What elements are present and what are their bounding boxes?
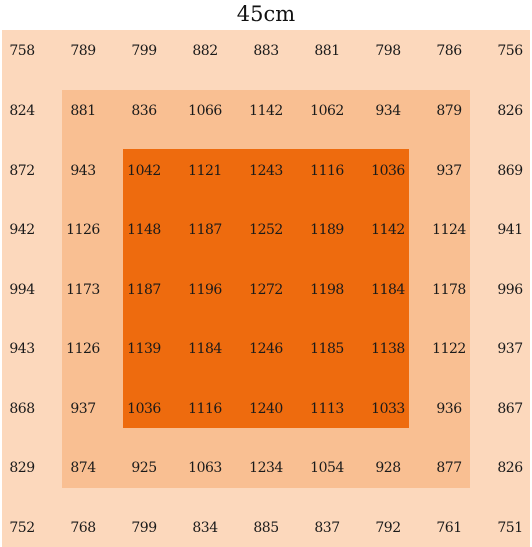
grid-cell-r3-c9: 869: [497, 163, 523, 179]
grid-cell-r8-c3: 925: [131, 460, 157, 476]
grid-cell-r2-c4: 1066: [188, 103, 222, 119]
heat-grid: 758 789 799 882 883 881 798 786 756 824 881 836 1066…: [0, 30, 532, 547]
grid-cell-r5-c9: 996: [497, 282, 523, 298]
grid-cell-r7-c9: 867: [497, 401, 523, 417]
grid-cell-r4-c8: 1124: [432, 222, 466, 238]
grid-cell-r6-c7: 1138: [371, 341, 405, 357]
grid-cell-r6-c9: 937: [497, 341, 523, 357]
grid-cell-r9-c7: 792: [375, 520, 401, 536]
grid-cell-r9-c6: 837: [314, 520, 340, 536]
grid-cell-r1-c6: 881: [314, 43, 340, 59]
grid-cell-r4-c1: 942: [9, 222, 35, 238]
grid-cell-r6-c4: 1184: [188, 341, 222, 357]
grid-cell-r7-c1: 868: [9, 401, 35, 417]
grid-cell-r7-c8: 936: [436, 401, 462, 417]
grid-cell-r4-c4: 1187: [188, 222, 222, 238]
grid-cell-r6-c1: 943: [9, 341, 35, 357]
grid-cell-r5-c8: 1178: [432, 282, 466, 298]
grid-cell-r6-c5: 1246: [249, 341, 283, 357]
grid-cell-r4-c5: 1252: [249, 222, 283, 238]
grid-cell-r9-c1: 752: [9, 520, 35, 536]
inner-zone: [123, 149, 409, 428]
grid-cell-r7-c5: 1240: [249, 401, 283, 417]
grid-cell-r2-c3: 836: [131, 103, 157, 119]
grid-cell-r3-c4: 1121: [188, 163, 222, 179]
grid-cell-r4-c6: 1189: [310, 222, 344, 238]
grid-cell-r8-c4: 1063: [188, 460, 222, 476]
grid-cell-r9-c9: 751: [497, 520, 523, 536]
grid-cell-r6-c8: 1122: [432, 341, 466, 357]
grid-cell-r1-c3: 799: [131, 43, 157, 59]
grid-cell-r5-c5: 1272: [249, 282, 283, 298]
grid-cell-r5-c2: 1173: [66, 282, 100, 298]
grid-cell-r7-c6: 1113: [310, 401, 344, 417]
grid-cell-r1-c4: 882: [192, 43, 218, 59]
grid-cell-r5-c6: 1198: [310, 282, 344, 298]
grid-cell-r5-c1: 994: [9, 282, 35, 298]
grid-cell-r1-c2: 789: [70, 43, 96, 59]
grid-cell-r2-c9: 826: [497, 103, 523, 119]
grid-cell-r3-c6: 1116: [310, 163, 344, 179]
grid-cell-r9-c8: 761: [436, 520, 462, 536]
grid-cell-r9-c5: 885: [253, 520, 279, 536]
grid-cell-r4-c7: 1142: [371, 222, 405, 238]
grid-cell-r7-c7: 1033: [371, 401, 405, 417]
diagram-title: 45cm: [236, 2, 296, 26]
grid-cell-r2-c8: 879: [436, 103, 462, 119]
grid-cell-r5-c3: 1187: [127, 282, 161, 298]
grid-cell-r1-c9: 756: [497, 43, 523, 59]
grid-cell-r4-c3: 1148: [127, 222, 161, 238]
grid-cell-r9-c4: 834: [192, 520, 218, 536]
grid-cell-r3-c3: 1042: [127, 163, 161, 179]
grid-cell-r2-c7: 934: [375, 103, 401, 119]
grid-cell-r8-c1: 829: [9, 460, 35, 476]
grid-cell-r1-c7: 798: [375, 43, 401, 59]
grid-cell-r8-c2: 874: [70, 460, 96, 476]
grid-cell-r8-c6: 1054: [310, 460, 344, 476]
grid-cell-r8-c5: 1234: [249, 460, 283, 476]
grid-cell-r1-c1: 758: [9, 43, 35, 59]
grid-cell-r3-c8: 937: [436, 163, 462, 179]
grid-cell-r1-c5: 883: [253, 43, 279, 59]
grid-cell-r2-c5: 1142: [249, 103, 283, 119]
grid-cell-r6-c6: 1185: [310, 341, 344, 357]
grid-cell-r8-c7: 928: [375, 460, 401, 476]
grid-cell-r9-c3: 799: [131, 520, 157, 536]
grid-cell-r3-c5: 1243: [249, 163, 283, 179]
grid-cell-r4-c9: 941: [497, 222, 523, 238]
grid-cell-r6-c2: 1126: [66, 341, 100, 357]
grid-cell-r3-c7: 1036: [371, 163, 405, 179]
grid-cell-r2-c6: 1062: [310, 103, 344, 119]
grid-cell-r3-c2: 943: [70, 163, 96, 179]
grid-cell-r9-c2: 768: [70, 520, 96, 536]
grid-cell-r8-c8: 877: [436, 460, 462, 476]
grid-cell-r1-c8: 786: [436, 43, 462, 59]
grid-cell-r8-c9: 826: [497, 460, 523, 476]
grid-cell-r7-c3: 1036: [127, 401, 161, 417]
grid-cell-r3-c1: 872: [9, 163, 35, 179]
grid-cell-r6-c3: 1139: [127, 341, 161, 357]
grid-cell-r7-c2: 937: [70, 401, 96, 417]
grid-cell-r2-c1: 824: [9, 103, 35, 119]
grid-cell-r5-c4: 1196: [188, 282, 222, 298]
grid-cell-r5-c7: 1184: [371, 282, 405, 298]
grid-cell-r7-c4: 1116: [188, 401, 222, 417]
grid-cell-r2-c2: 881: [70, 103, 96, 119]
grid-cell-r4-c2: 1126: [66, 222, 100, 238]
